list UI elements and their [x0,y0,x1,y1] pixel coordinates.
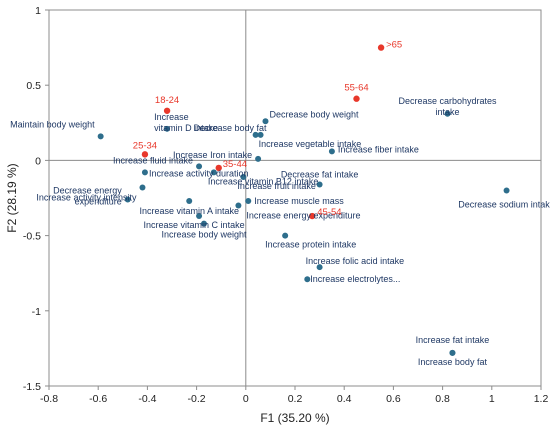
variable-point [200,220,207,227]
variable-label: Increase body weight [161,230,247,240]
x-tick-label: -0.4 [138,393,156,405]
age-group-label: 25-34 [133,140,157,151]
variable-label: Increase vegetable intake [259,139,362,149]
variable-point [124,196,131,203]
y-tick-label: -1.5 [23,381,41,393]
x-tick-label: 0.4 [337,393,352,405]
variable-point [240,173,247,180]
age-group-label: >65 [386,40,402,51]
age-group-label: 35-44 [223,159,247,170]
variable-label: Increase activity duration [149,168,249,178]
y-tick-label: 0 [35,155,41,167]
variable-label: Increase energy expenditure [246,211,360,221]
variable-label: Increase muscle mass [254,196,344,206]
age-group-label: 18-24 [155,95,179,106]
variable-label: Increase electrolytes... [310,274,400,284]
variable-point [262,118,269,125]
variable-point [210,169,217,176]
variable-label: Increase fruit intake [237,181,316,191]
variable-label: Increase protein intake [265,240,356,250]
variable-label: Maintain body weight [10,119,95,129]
variable-point [328,148,335,155]
variable-point [252,131,259,138]
variable-label: Increase fluid intake [113,155,193,165]
x-tick-label: 1.2 [534,393,549,405]
variable-label: Increase vitamin B12 intake [208,176,319,186]
variable-point [139,184,146,191]
x-tick-label: 0 [243,393,249,405]
variable-label: Decrease energy expenditure [53,186,122,207]
y-tick-label: -1 [32,306,41,318]
variable-point [444,110,451,117]
age-group-point [141,151,149,158]
variable-label: Decrease carbohydrates intake [398,96,497,117]
y-axis-title: F2 (28.19 %) [5,163,19,232]
data-labels: Maintain body weight Increase vitamin D in… [10,40,550,367]
variable-label: Decrease sodium intake [458,199,550,209]
age-group-point [353,95,360,102]
age-group-point [215,164,222,172]
variable-label: Increase Iron intake [173,150,252,160]
x-axis-title: F1 (35.20 %) [260,411,329,425]
variable-point [503,187,510,194]
y-tick-label: -0.5 [23,231,41,243]
x-tick-label: 1 [489,393,495,405]
x-tick-label: 0.2 [288,393,303,405]
x-tick-label: 0.8 [435,393,450,405]
zero-lines [49,10,541,386]
variable-label: Increase vitamin A intake [139,206,239,216]
x-tick-label: -0.2 [188,393,206,405]
variable-label: Increase body fat [418,357,488,367]
y-tick-label: 1 [35,5,41,17]
variable-label: Decrease fat intake [281,169,359,179]
variable-point [255,155,262,162]
x-tick-label: 0.6 [386,393,401,405]
age-group-label: 55-64 [344,83,368,94]
variable-label: Increase vitamin C intake [144,220,245,230]
data-points [97,44,510,356]
variable-point [164,125,171,132]
age-group-point [377,44,385,51]
variable-label: Increase vitamin D intake [154,112,218,133]
variable-point [257,131,264,138]
age-group-point [309,212,316,220]
variable-point [245,198,252,205]
variable-label: Decrease body fat [194,123,268,133]
variable-point [304,276,311,283]
variable-point [141,169,148,176]
variable-point [97,133,104,140]
age-group-point [163,107,171,114]
variable-point [235,202,242,209]
age-group-label: 45-54 [317,207,341,218]
y-axis-ticks: 1 0.5 0 -0.5 -1 -1.5 [23,5,49,393]
variable-point [316,264,323,271]
variable-label: Increase activity intensity [36,192,137,202]
variable-label: Increase folic acid intake [306,256,405,266]
variable-label: Increase fat intake [416,335,490,345]
variable-label: Decrease body weight [269,109,359,119]
x-axis-ticks: -0.8 -0.6 -0.4 -0.2 0 0.2 0.4 0.6 0.8 1 1.2 [40,386,548,405]
variable-label: Increase fiber intake [338,144,419,154]
x-tick-label: -0.8 [40,393,58,405]
variable-point [449,349,456,356]
variable-point [196,213,203,220]
x-tick-label: -0.6 [89,393,107,405]
variable-point [282,232,289,239]
variable-point [186,198,193,205]
y-tick-label: 0.5 [26,80,41,92]
variable-point [316,181,323,188]
variable-point [196,163,203,170]
